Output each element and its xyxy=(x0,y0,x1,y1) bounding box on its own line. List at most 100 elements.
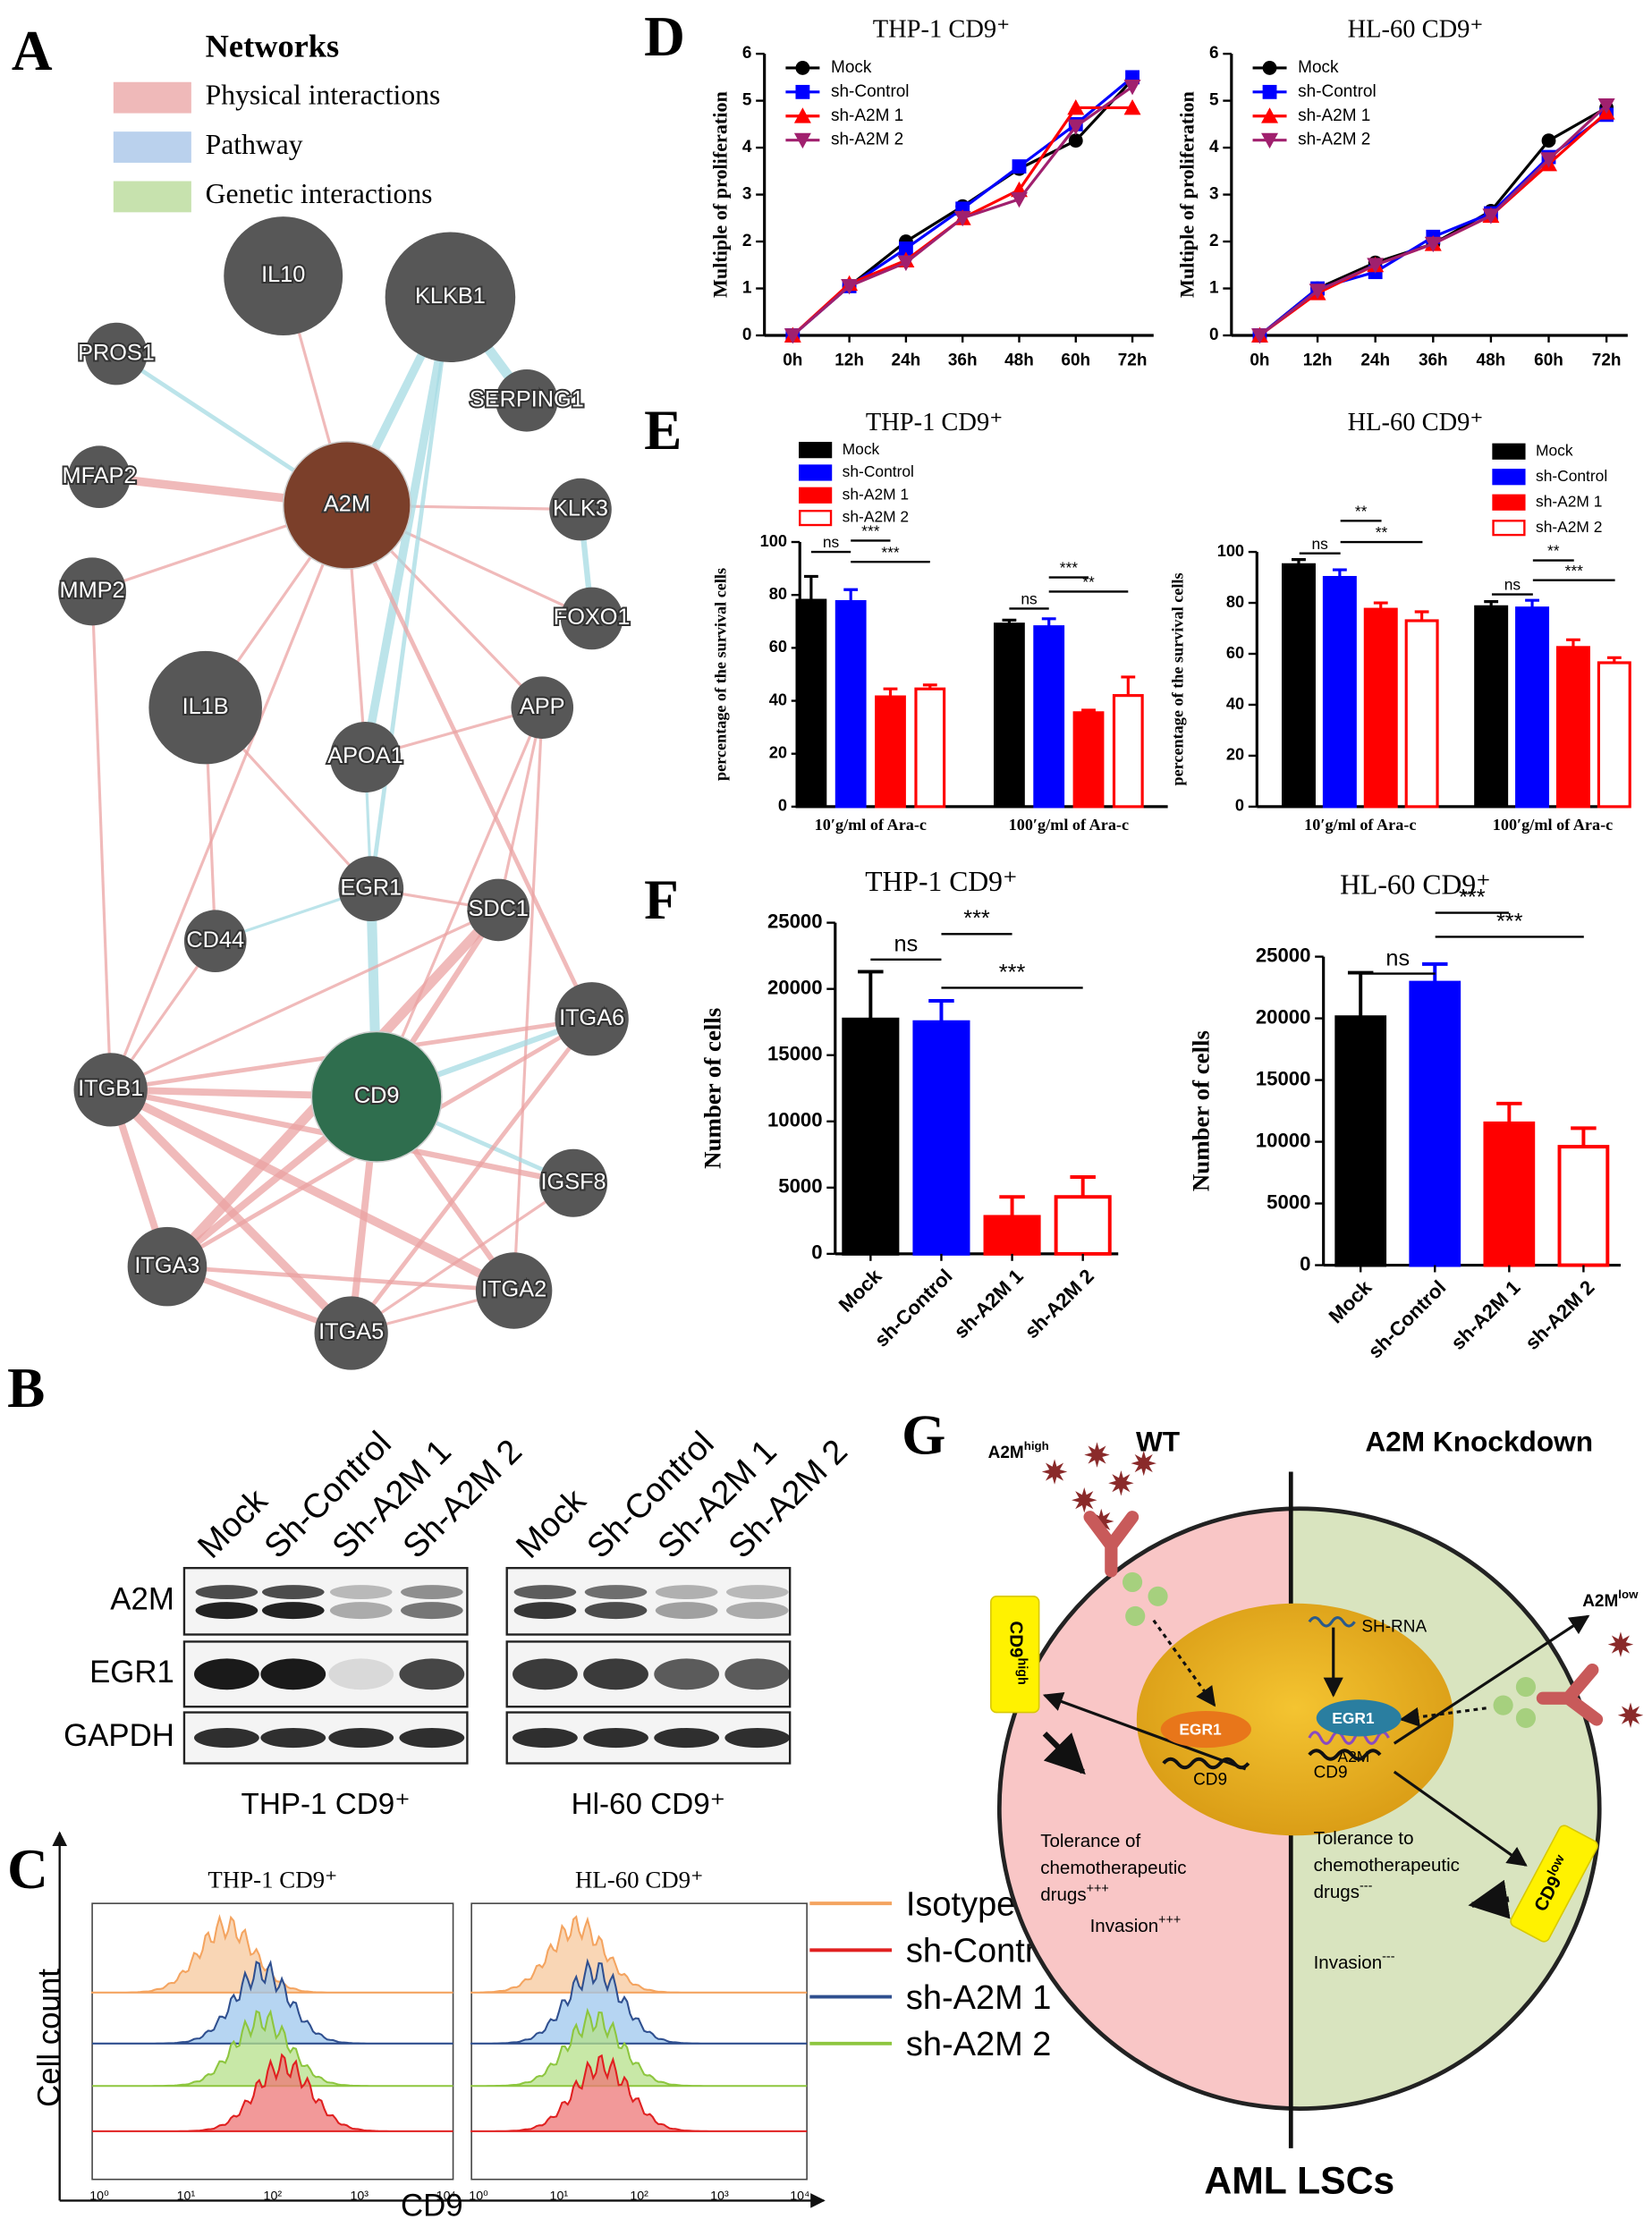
histogram xyxy=(471,1958,808,2045)
y-tick-label: 5000 xyxy=(778,1175,822,1198)
blot-frame xyxy=(182,1566,469,1636)
x-tick-label: 72h xyxy=(1118,351,1148,369)
error-bar xyxy=(1070,1175,1096,1198)
legend-swatch xyxy=(113,181,191,213)
blot-band xyxy=(329,1602,393,1620)
blot-band xyxy=(401,1602,463,1620)
effect-line: Tolerance to xyxy=(1314,1828,1414,1849)
legend-label: Mock xyxy=(1536,441,1573,459)
x-tick-label: 10′g/ml of Ara-c xyxy=(1304,816,1416,834)
blot-band xyxy=(655,1585,718,1599)
error-bar xyxy=(1041,617,1056,627)
error-bar xyxy=(858,970,884,1020)
network-node xyxy=(385,232,516,363)
node-label: KLKB1 xyxy=(415,284,486,309)
node-label: A2M xyxy=(324,492,370,517)
network-node xyxy=(310,1030,443,1163)
wt-label: WT xyxy=(1136,1425,1180,1457)
node-label: MMP2 xyxy=(60,578,125,603)
signal-arrow xyxy=(1399,1707,1487,1727)
x-tick-label: 10³ xyxy=(710,2189,729,2203)
network-node xyxy=(338,856,404,922)
legend-swatch xyxy=(799,442,833,459)
x-tick-label: 24h xyxy=(892,351,921,369)
y-tick-label: 80 xyxy=(1226,593,1244,611)
blot-band xyxy=(583,1727,648,1749)
blot-band xyxy=(724,1727,791,1749)
y-tick-label: 20 xyxy=(769,744,787,762)
y-tick-label: 20 xyxy=(1226,746,1244,764)
legend-label: sh-A2M 1 xyxy=(906,1979,1051,2017)
network-edge xyxy=(90,591,113,1090)
legend-label: Isotype xyxy=(906,1885,1015,1923)
egr1-label: EGR1 xyxy=(1179,1721,1222,1739)
y-tick-label: 2 xyxy=(742,232,752,250)
y-tick-label: 1 xyxy=(742,279,752,298)
bar xyxy=(914,687,946,809)
error-bar xyxy=(1121,675,1136,696)
cell-outline xyxy=(996,1506,1602,2111)
histogram xyxy=(471,2007,808,2088)
network-node xyxy=(475,1252,553,1329)
histogram xyxy=(92,2009,453,2088)
significance-label: *** xyxy=(1565,562,1584,580)
x-tick-label: 10¹ xyxy=(177,2189,196,2203)
x-tick-label: 10¹ xyxy=(550,2189,569,2203)
error-bar xyxy=(1606,656,1622,663)
error-bar xyxy=(999,1195,1025,1217)
diagram-title: AML LSCs xyxy=(1204,2160,1394,2203)
chart-title: THP-1 CD9⁺ xyxy=(873,15,1010,43)
x-tick-label: 10² xyxy=(264,2189,283,2203)
blot-band xyxy=(329,1585,393,1599)
y-tick-label: 40 xyxy=(769,690,787,708)
y-tick-label: 3 xyxy=(742,185,752,204)
network-node xyxy=(314,1296,388,1370)
x-tick-label: 12h xyxy=(1303,351,1333,369)
bar xyxy=(1334,1015,1387,1267)
blot-band xyxy=(401,1585,463,1599)
x-tick-label: 10³ xyxy=(350,2189,369,2203)
marker xyxy=(1010,191,1028,208)
arrow xyxy=(1042,1692,1247,1771)
node-label: PROS1 xyxy=(78,340,155,365)
y-tick-label: 0 xyxy=(742,326,752,344)
marker xyxy=(1540,152,1558,168)
cell-label: Hl-60 CD9⁺ xyxy=(572,1788,726,1821)
dna xyxy=(1162,1757,1250,1770)
y-tick-label: 60 xyxy=(769,638,787,656)
legend-label: sh-A2M 2 xyxy=(831,131,903,149)
bar xyxy=(983,1215,1041,1256)
nucleus xyxy=(1136,1603,1454,1836)
marker xyxy=(784,328,801,344)
legend-label: Physical interactions xyxy=(206,79,441,110)
bar xyxy=(1404,619,1439,809)
blot-band xyxy=(513,1585,577,1599)
legend-label: sh-A2M 2 xyxy=(1298,131,1370,149)
network-node xyxy=(73,1053,148,1127)
label-text: Invasion xyxy=(1090,1916,1159,1936)
blot-band xyxy=(655,1602,718,1620)
bar xyxy=(993,623,1025,809)
blot-band xyxy=(725,1585,789,1599)
effect-line: Tolerance of xyxy=(1040,1832,1140,1852)
y-tick-label: 4 xyxy=(1209,138,1219,157)
label: A2Mlow xyxy=(1582,1588,1639,1611)
network-edge xyxy=(109,908,499,1091)
x-tick-label: 10² xyxy=(630,2189,648,2203)
label: Invasion+++ xyxy=(1090,1913,1182,1937)
marker xyxy=(1123,98,1141,115)
label-sup: --- xyxy=(1382,1950,1395,1964)
label-sup: +++ xyxy=(1158,1913,1181,1927)
network-edge xyxy=(369,296,453,889)
effect-text: Tolerance of xyxy=(1040,1832,1140,1852)
significance-label: ns xyxy=(894,932,919,957)
x-tick-label: 100′g/ml of Ara-c xyxy=(1009,816,1129,834)
label: Invasion--- xyxy=(1314,1950,1395,1974)
node-label: ITGA3 xyxy=(134,1253,199,1278)
node-label: ITGA5 xyxy=(318,1319,384,1344)
network-node xyxy=(329,721,402,793)
x-tick-label: 12h xyxy=(834,351,864,369)
y-tick-label: 40 xyxy=(1226,695,1244,713)
arrow xyxy=(1042,1732,1086,1775)
legend-swatch xyxy=(113,81,191,114)
